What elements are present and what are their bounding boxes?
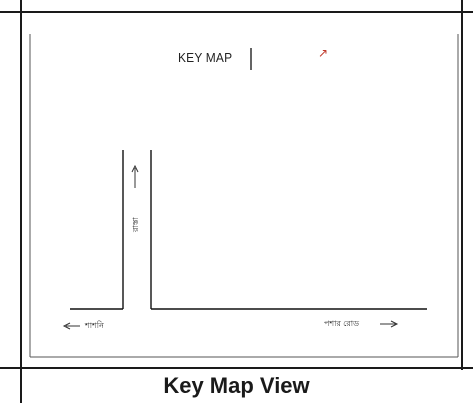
frame-right-line bbox=[461, 0, 463, 370]
left-road-label: শাশনি bbox=[85, 321, 104, 330]
frame-left-line bbox=[20, 0, 22, 403]
right-road-label: পশার রোড bbox=[324, 319, 359, 328]
vertical-road-label: রাস্তা bbox=[131, 217, 140, 232]
up-arrow-icon bbox=[131, 164, 139, 188]
key-map-caption: Key Map View bbox=[163, 373, 310, 398]
key-map-title: KEY MAP bbox=[178, 50, 233, 65]
frame-top-line bbox=[0, 11, 473, 13]
north-arrow-icon: ↗ bbox=[318, 46, 329, 60]
frame-bottom-line bbox=[0, 367, 473, 369]
right-arrow-icon bbox=[380, 320, 399, 328]
left-arrow-icon bbox=[62, 322, 80, 330]
